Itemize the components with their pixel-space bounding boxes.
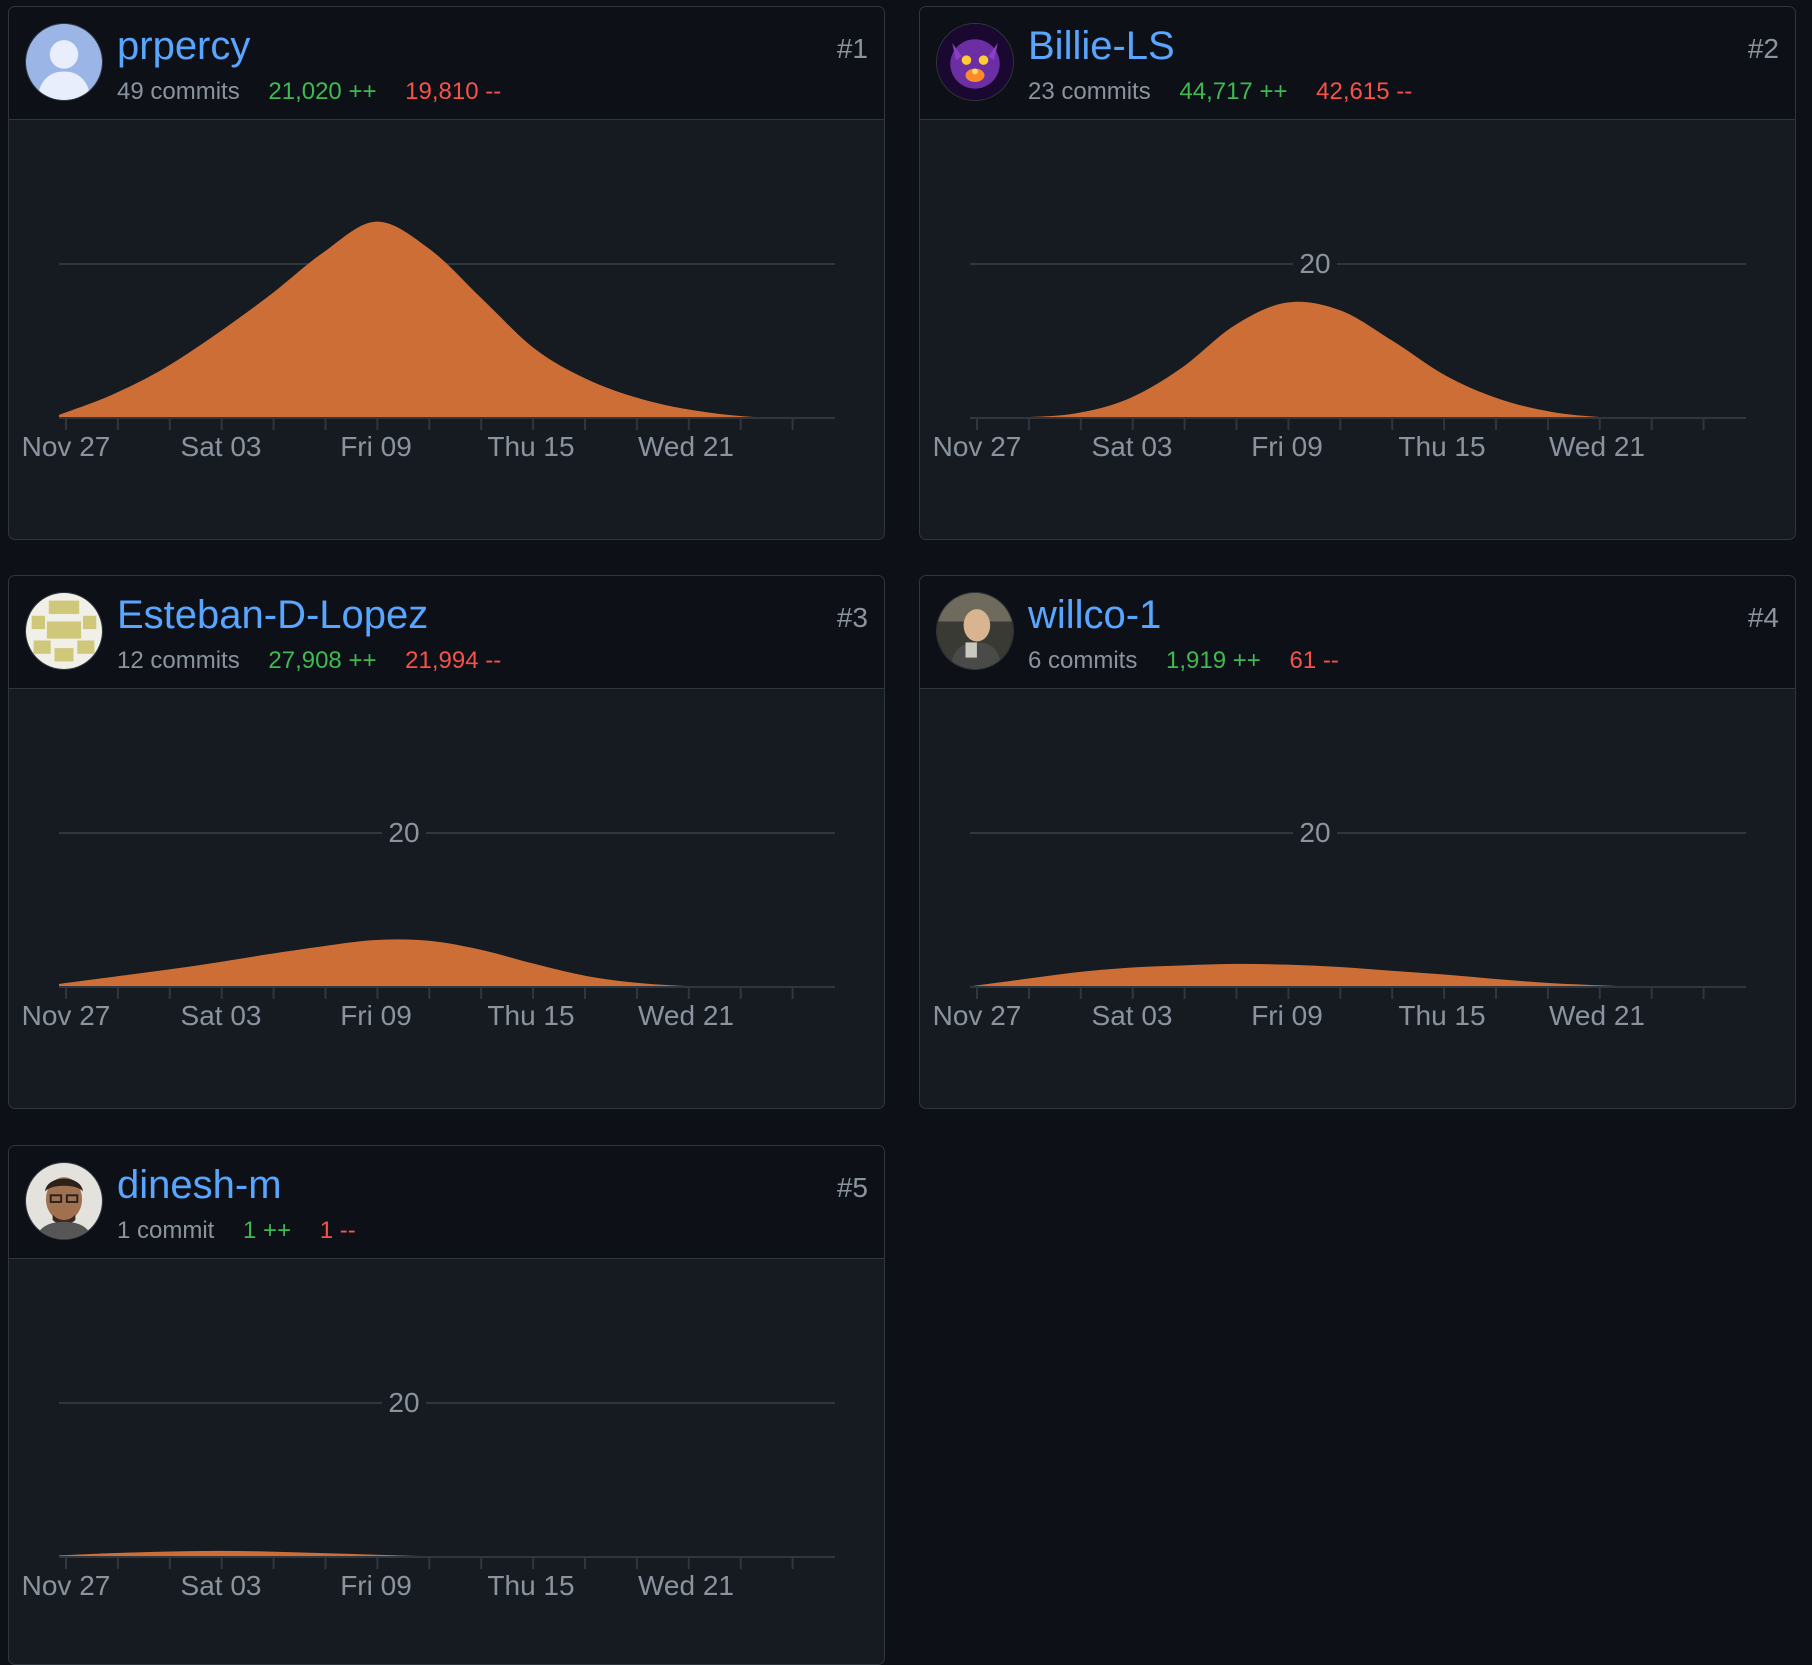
x-axis-tick-label: Fri 09 xyxy=(1251,431,1323,462)
username-link[interactable]: willco-1 xyxy=(1028,593,1162,637)
x-axis-tick-label: Sat 03 xyxy=(181,431,262,462)
gridline-label: 20 xyxy=(1299,817,1330,848)
x-axis-tick-label: Nov 27 xyxy=(22,1570,111,1601)
x-axis-tick-label: Fri 09 xyxy=(340,431,412,462)
additions-count: 1,919 ++ xyxy=(1166,647,1261,674)
commit-area xyxy=(59,1550,799,1557)
identicon-avatar-icon[interactable] xyxy=(25,592,103,670)
contributor-card: prpercy 49 commits 21,020 ++ 19,810 -- #… xyxy=(8,6,885,540)
username-link[interactable]: dinesh-m xyxy=(117,1163,282,1207)
deletions-count: 42,615 -- xyxy=(1316,78,1413,105)
rank-badge: #4 xyxy=(1747,602,1779,633)
commit-count-link[interactable]: 1 commit xyxy=(117,1217,215,1244)
rank-badge: #1 xyxy=(836,33,868,64)
rank-badge: #3 xyxy=(836,602,868,633)
x-axis-tick-label: Nov 27 xyxy=(933,431,1022,462)
additions-count: 44,717 ++ xyxy=(1179,78,1288,105)
commit-area xyxy=(59,221,799,418)
gridline-label: 20 xyxy=(1299,248,1330,279)
commit-area xyxy=(970,301,1710,418)
contribution-area-chart: 20 Nov 27 Sat 03 Fri 09 Thu 15 Wed 21 xyxy=(920,120,1795,539)
x-axis-tick-label: Thu 15 xyxy=(487,1570,574,1601)
x-axis-tick-label: Thu 15 xyxy=(487,1000,574,1031)
additions-count: 27,908 ++ xyxy=(268,647,377,674)
x-axis-tick-label: Wed 21 xyxy=(638,431,734,462)
card-header: Billie-LS 23 commits 44,717 ++ 42,615 --… xyxy=(920,7,1795,120)
x-axis-tick-label: Wed 21 xyxy=(638,1000,734,1031)
x-axis-tick-label: Thu 15 xyxy=(487,431,574,462)
gridline-label-bg xyxy=(382,817,426,847)
x-axis-tick-label: Wed 21 xyxy=(1549,431,1645,462)
x-axis-tick-label: Wed 21 xyxy=(1549,1000,1645,1031)
commit-count-link[interactable]: 49 commits xyxy=(117,78,240,105)
deletions-count: 61 -- xyxy=(1289,647,1339,674)
contribution-stats: 23 commits 44,717 ++ 42,615 -- xyxy=(1028,77,1412,107)
purple-dog-avatar-icon[interactable] xyxy=(936,23,1014,101)
card-header: dinesh-m 1 commit 1 ++ 1 -- #5 xyxy=(9,1146,884,1259)
rank-badge: #5 xyxy=(836,1172,868,1203)
card-header: Esteban-D-Lopez 12 commits 27,908 ++ 21,… xyxy=(9,576,884,689)
x-axis-tick-label: Fri 09 xyxy=(1251,1000,1323,1031)
contribution-area-chart: 20 Nov 27 Sat 03 Fri 09 Thu 15 Wed 21 xyxy=(920,689,1795,1108)
card-header: prpercy 49 commits 21,020 ++ 19,810 -- #… xyxy=(9,7,884,120)
x-axis-tick-label: Nov 27 xyxy=(22,1000,111,1031)
commit-count-link[interactable]: 12 commits xyxy=(117,647,240,674)
gridline-label-bg xyxy=(1293,817,1337,847)
photo-avatar-icon[interactable] xyxy=(25,1162,103,1240)
additions-count: 21,020 ++ xyxy=(268,78,377,105)
x-axis-tick-label: Fri 09 xyxy=(340,1570,412,1601)
contributor-card: willco-1 6 commits 1,919 ++ 61 -- #4 20 N… xyxy=(919,575,1796,1109)
gridline-label: 20 xyxy=(388,817,419,848)
deletions-count: 1 -- xyxy=(319,1217,356,1244)
default-avatar-icon[interactable] xyxy=(25,23,103,101)
x-axis-tick-label: Nov 27 xyxy=(22,431,111,462)
commit-count-link[interactable]: 23 commits xyxy=(1028,78,1151,105)
x-axis-tick-label: Nov 27 xyxy=(933,1000,1022,1031)
x-axis-tick-label: Sat 03 xyxy=(1092,431,1173,462)
contribution-stats: 6 commits 1,919 ++ 61 -- xyxy=(1028,646,1339,676)
contributor-card: dinesh-m 1 commit 1 ++ 1 -- #5 20 Nov 27 S… xyxy=(8,1145,885,1665)
gridline-label-bg xyxy=(1293,248,1337,278)
gridline-label-bg xyxy=(382,1387,426,1417)
contribution-stats: 12 commits 27,908 ++ 21,994 -- xyxy=(117,646,501,676)
commit-area xyxy=(59,939,799,987)
contribution-stats: 1 commit 1 ++ 1 -- xyxy=(117,1216,356,1246)
contributor-card: Billie-LS 23 commits 44,717 ++ 42,615 --… xyxy=(919,6,1796,540)
x-axis-tick-label: Sat 03 xyxy=(181,1570,262,1601)
x-axis-tick-label: Thu 15 xyxy=(1398,431,1485,462)
commit-area xyxy=(970,963,1710,987)
deletions-count: 21,994 -- xyxy=(405,647,502,674)
additions-count: 1 ++ xyxy=(243,1217,292,1244)
x-axis-tick-label: Wed 21 xyxy=(638,1570,734,1601)
x-axis-tick-label: Fri 09 xyxy=(340,1000,412,1031)
x-axis-tick-label: Sat 03 xyxy=(181,1000,262,1031)
x-axis-tick-label: Sat 03 xyxy=(1092,1000,1173,1031)
contribution-area-chart: 20 Nov 27 Sat 03 Fri 09 Thu 15 Wed 21 xyxy=(9,689,884,1108)
contributor-card: Esteban-D-Lopez 12 commits 27,908 ++ 21,… xyxy=(8,575,885,1109)
username-link[interactable]: Billie-LS xyxy=(1028,24,1175,68)
deletions-count: 19,810 -- xyxy=(405,78,502,105)
contribution-area-chart: 20 Nov 27 Sat 03 Fri 09 Thu 15 Wed 21 xyxy=(9,1259,884,1664)
gridline-label: 20 xyxy=(388,1387,419,1418)
photo-avatar-icon[interactable] xyxy=(936,592,1014,670)
contribution-stats: 49 commits 21,020 ++ 19,810 -- xyxy=(117,77,501,107)
rank-badge: #2 xyxy=(1747,33,1779,64)
card-header: willco-1 6 commits 1,919 ++ 61 -- #4 xyxy=(920,576,1795,689)
username-link[interactable]: Esteban-D-Lopez xyxy=(117,593,429,637)
commit-count-link[interactable]: 6 commits xyxy=(1028,647,1138,674)
x-axis-tick-label: Thu 15 xyxy=(1398,1000,1485,1031)
contribution-area-chart: Nov 27 Sat 03 Fri 09 Thu 15 Wed 21 xyxy=(9,120,884,539)
username-link[interactable]: prpercy xyxy=(117,24,251,68)
